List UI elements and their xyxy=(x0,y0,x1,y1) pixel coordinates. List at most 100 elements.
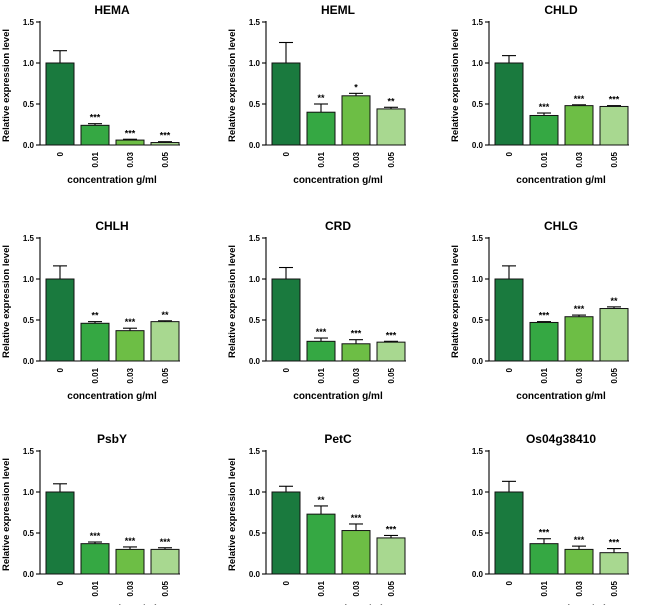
significance-label: *** xyxy=(609,95,620,105)
y-tick-label: 0.5 xyxy=(23,316,35,325)
x-tick-label: 0.05 xyxy=(610,367,619,383)
bar-0.03 xyxy=(564,548,594,575)
x-tick-label: 0.05 xyxy=(387,367,396,383)
x-tick-label: 0.05 xyxy=(161,367,170,383)
x-tick-label: 0.01 xyxy=(317,367,326,383)
y-tick-label: 1.5 xyxy=(23,447,35,456)
y-axis-label: Relative expression level xyxy=(450,29,461,142)
y-tick-label: 1.5 xyxy=(249,18,261,27)
y-tick-label: 0.0 xyxy=(23,570,35,579)
x-tick-label: 0.01 xyxy=(91,151,100,167)
y-tick-label: 0.0 xyxy=(249,141,261,150)
chart-panel-petc: PetC Relative expression level 0.0 0.5 1.0 1.… xyxy=(227,432,406,610)
x-tick-label: 0 xyxy=(505,367,514,372)
y-tick-label: 0.0 xyxy=(249,570,261,579)
y-axis-label: Relative expression level xyxy=(227,245,238,358)
chart-title: HEML xyxy=(321,3,355,17)
x-tick-label: 0.03 xyxy=(352,580,361,596)
y-tick-label: 0.5 xyxy=(472,316,484,325)
chart-title: CHLH xyxy=(95,219,128,233)
x-tick-label: 0.05 xyxy=(387,151,396,167)
significance-label: *** xyxy=(574,304,585,314)
y-tick-label: 1.5 xyxy=(472,18,484,27)
y-tick-label: 0.5 xyxy=(249,316,261,325)
significance-label: ** xyxy=(161,310,169,320)
significance-label: *** xyxy=(351,513,362,523)
x-tick-label: 0 xyxy=(282,367,291,372)
y-axis-label: Relative expression level xyxy=(1,245,12,358)
significance-label: *** xyxy=(539,102,550,112)
chart-panel-hema: HEMA Relative expression level 0.0 0.5 1.0 1.… xyxy=(1,3,180,186)
chart-title: CRD xyxy=(325,219,351,233)
bar-0.01 xyxy=(529,114,559,146)
y-tick-label: 0.5 xyxy=(23,100,35,109)
x-tick-label: 0.03 xyxy=(575,367,584,383)
bar-0.01 xyxy=(306,340,336,362)
significance-label: *** xyxy=(90,531,101,541)
x-tick-label: 0.05 xyxy=(161,151,170,167)
x-tick-label: 0.05 xyxy=(610,151,619,167)
significance-label: *** xyxy=(386,330,397,340)
significance-label: *** xyxy=(351,329,362,339)
bar-0.03 xyxy=(115,548,145,575)
y-tick-label: 1.5 xyxy=(249,234,261,243)
y-tick-label: 0.0 xyxy=(472,141,484,150)
y-tick-label: 0.0 xyxy=(23,357,35,366)
significance-label: *** xyxy=(160,131,171,141)
y-axis-label: Relative expression level xyxy=(1,458,12,571)
y-tick-label: 1.5 xyxy=(23,234,35,243)
significance-label: ** xyxy=(317,495,325,505)
y-tick-label: 0.5 xyxy=(23,529,35,538)
y-tick-label: 0.5 xyxy=(472,100,484,109)
x-tick-label: 0 xyxy=(282,580,291,585)
x-tick-label: 0.05 xyxy=(161,580,170,596)
bar-0.05 xyxy=(599,105,629,146)
x-axis-label: concentration g/ml xyxy=(293,391,383,402)
y-axis-label: Relative expression level xyxy=(227,458,238,571)
x-tick-label: 0.01 xyxy=(540,367,549,383)
bar-0.03 xyxy=(115,139,145,146)
x-axis-label: concentration g/ml xyxy=(516,391,606,402)
x-tick-label: 0 xyxy=(56,367,65,372)
x-axis-label: concentration g/ml xyxy=(67,175,157,186)
x-tick-label: 0.05 xyxy=(610,580,619,596)
bar-0 xyxy=(494,491,524,575)
bar-0.05 xyxy=(599,308,629,362)
chart-panel-crd: CRD Relative expression level 0.0 0.5 1.0 1.5… xyxy=(227,219,406,402)
y-tick-label: 0.5 xyxy=(249,100,261,109)
x-tick-label: 0.01 xyxy=(91,580,100,596)
y-tick-label: 1.0 xyxy=(23,275,35,284)
significance-label: ** xyxy=(610,296,618,306)
bar-0.01 xyxy=(80,124,110,146)
bar-0 xyxy=(271,62,301,146)
chart-panel-chld: CHLD Relative expression level 0.0 0.5 1.0 1.… xyxy=(450,3,629,186)
significance-label: *** xyxy=(574,94,585,104)
y-axis-label: Relative expression level xyxy=(1,29,12,142)
x-tick-label: 0.01 xyxy=(540,151,549,167)
chart-panel-chlg: CHLG Relative expression level 0.0 0.5 1.0 1.… xyxy=(450,219,629,402)
significance-label: * xyxy=(354,82,358,92)
x-axis-label: concentration g/ml xyxy=(516,175,606,186)
y-tick-label: 1.5 xyxy=(472,234,484,243)
x-tick-label: 0 xyxy=(505,580,514,585)
chart-title: PsbY xyxy=(97,432,127,446)
chart-title: Os04g38410 xyxy=(526,432,596,446)
bar-0 xyxy=(494,278,524,362)
bar-0.03 xyxy=(564,105,594,146)
y-tick-label: 1.5 xyxy=(472,447,484,456)
chart-title: CHLG xyxy=(544,219,578,233)
significance-label: *** xyxy=(316,327,327,337)
x-tick-label: 0.05 xyxy=(387,580,396,596)
x-tick-label: 0.01 xyxy=(317,151,326,167)
bar-0.01 xyxy=(529,543,559,575)
chart-title: HEMA xyxy=(94,3,130,17)
y-tick-label: 1.0 xyxy=(472,275,484,284)
bar-0 xyxy=(45,62,75,146)
x-tick-label: 0.03 xyxy=(126,151,135,167)
y-tick-label: 1.0 xyxy=(249,488,261,497)
bar-0.05 xyxy=(150,321,180,362)
significance-label: *** xyxy=(539,528,550,538)
bar-0 xyxy=(494,62,524,146)
significance-label: ** xyxy=(91,311,99,321)
